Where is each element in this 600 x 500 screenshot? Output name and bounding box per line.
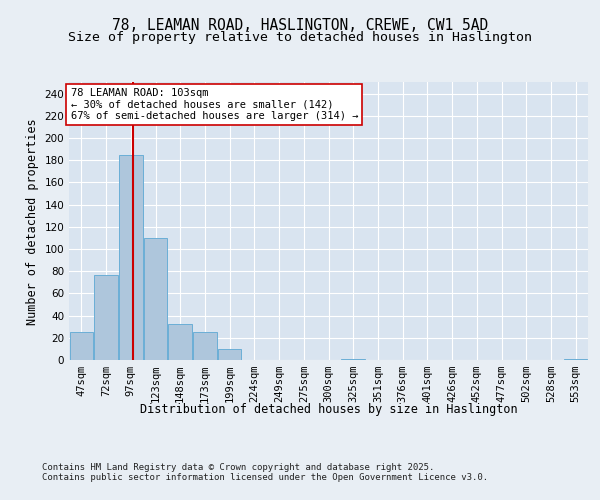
Bar — [70, 332, 93, 360]
Text: Distribution of detached houses by size in Haslington: Distribution of detached houses by size … — [140, 402, 518, 415]
Bar — [193, 332, 217, 360]
Bar — [341, 359, 365, 360]
Text: 78, LEAMAN ROAD, HASLINGTON, CREWE, CW1 5AD: 78, LEAMAN ROAD, HASLINGTON, CREWE, CW1 … — [112, 18, 488, 32]
Bar — [94, 274, 118, 360]
Bar — [119, 154, 143, 360]
Bar — [564, 359, 587, 360]
Bar — [218, 349, 241, 360]
Text: Contains HM Land Registry data © Crown copyright and database right 2025.
Contai: Contains HM Land Registry data © Crown c… — [42, 462, 488, 482]
Bar — [169, 324, 192, 360]
Text: Size of property relative to detached houses in Haslington: Size of property relative to detached ho… — [68, 31, 532, 44]
Text: 78 LEAMAN ROAD: 103sqm
← 30% of detached houses are smaller (142)
67% of semi-de: 78 LEAMAN ROAD: 103sqm ← 30% of detached… — [71, 88, 358, 121]
Y-axis label: Number of detached properties: Number of detached properties — [26, 118, 39, 324]
Bar — [144, 238, 167, 360]
